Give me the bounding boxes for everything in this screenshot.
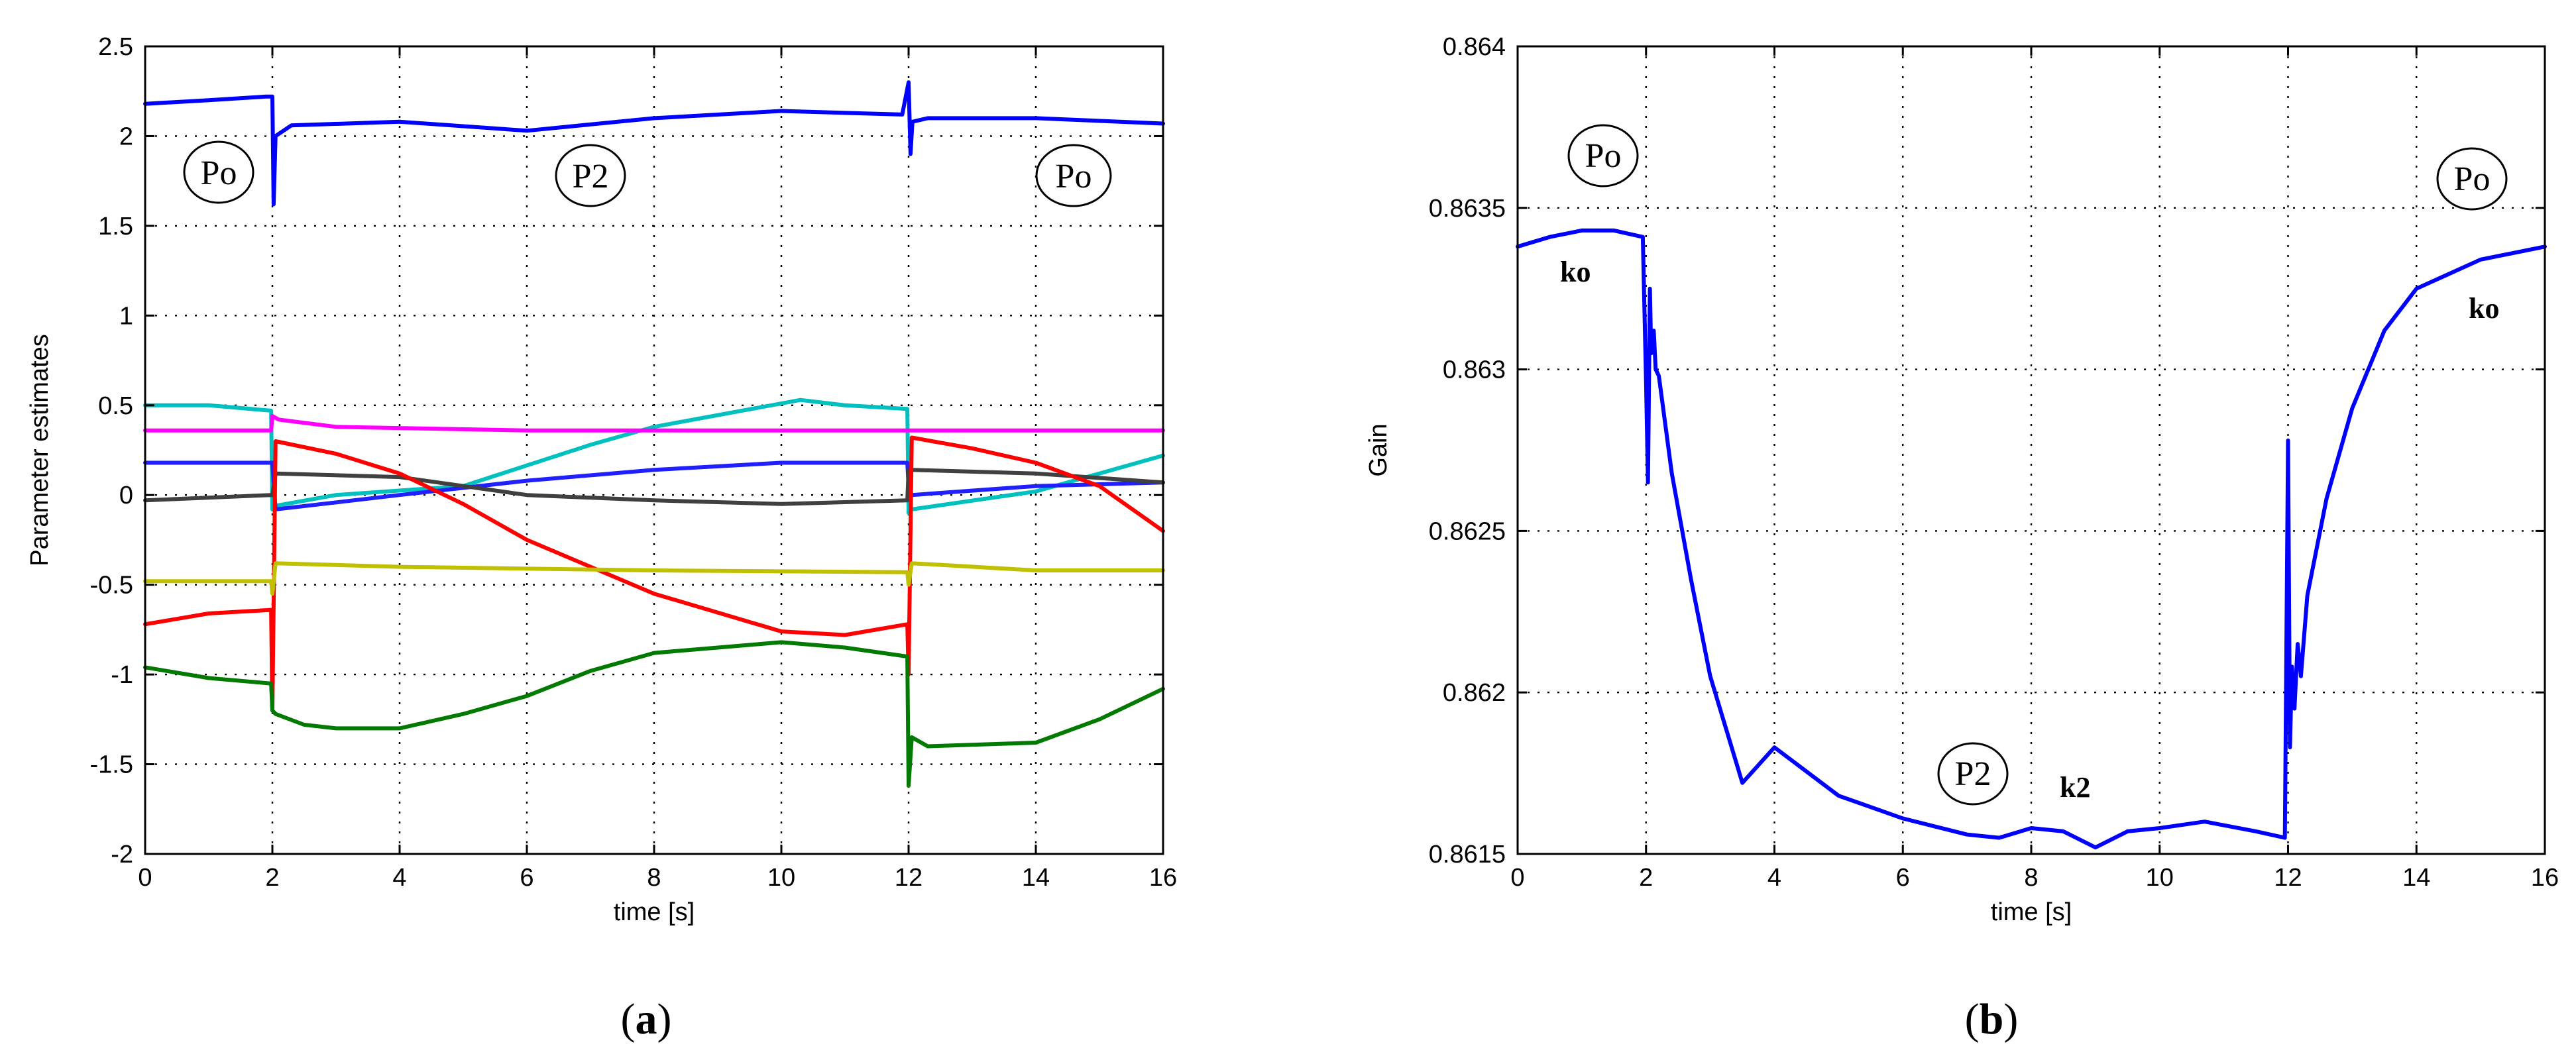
chart-b-annotations: Po ko P2 k2 Po ko	[1560, 124, 2508, 806]
x-tick-label: 8	[647, 864, 661, 892]
x-tick-label: 0	[138, 864, 152, 892]
y-tick-label: -1	[111, 661, 133, 689]
annotation-po-left: Po	[1585, 137, 1622, 175]
x-tick-label: 12	[895, 864, 923, 892]
annotation-po-left: Po	[201, 154, 237, 192]
x-tick-label: 6	[1896, 864, 1910, 892]
x-tick-label: 14	[1022, 864, 1050, 892]
x-tick-label: 4	[392, 864, 406, 892]
y-tick-label: 0.863	[1443, 356, 1506, 384]
x-tick-label: 12	[2274, 864, 2302, 892]
x-tick-label: 16	[1149, 864, 1177, 892]
annotation-k2: k2	[2060, 771, 2090, 804]
x-tick-label: 10	[767, 864, 795, 892]
y-tick-label: 2.5	[98, 33, 133, 61]
caption-letter: a	[636, 995, 657, 1043]
caption-paren-close: )	[657, 995, 672, 1043]
x-tick-label: 14	[2402, 864, 2430, 892]
caption-letter: b	[1980, 995, 2004, 1043]
y-tick-label: 1.5	[98, 213, 133, 240]
y-tick-label: 0.8615	[1429, 841, 1506, 869]
y-tick-label: 0.864	[1443, 33, 1506, 61]
x-tick-label: 8	[2024, 864, 2038, 892]
chart-a-caption: (a)	[621, 995, 672, 1043]
y-tick-label: 1	[119, 302, 133, 330]
y-tick-label: 0.8635	[1429, 195, 1506, 223]
chart-a: 0 2 4 6 8 10 12 14 16 -2 -1.5 -1 -0.5 0 0.5 1 1.5 2 2.5 t…	[26, 33, 1177, 1043]
caption-paren-close: )	[2003, 995, 2018, 1043]
chart-b-y-axis-label: Gain	[1365, 423, 1392, 476]
annotation-ellipse	[1035, 144, 1112, 207]
y-tick-label: -0.5	[90, 572, 133, 600]
y-tick-label: 2	[119, 123, 133, 150]
chart-a-grid	[145, 46, 1163, 854]
y-tick-label: 0.5	[98, 392, 133, 420]
chart-b-x-ticks: 0 2 4 6 8 10 12 14 16	[1510, 46, 2559, 892]
x-tick-label: 0	[1510, 864, 1524, 892]
series-line-3	[143, 414, 1165, 433]
y-tick-label: -1.5	[90, 751, 133, 779]
chart-b-caption: (b)	[1965, 995, 2019, 1043]
chart-b-x-axis-label: time [s]	[1991, 898, 2072, 926]
chart-b: 0 2 4 6 8 10 12 14 16 0.86150.8620.86250.8630.86…	[1365, 33, 2559, 1043]
chart-b-grid	[1518, 46, 2545, 854]
x-tick-label: 6	[520, 864, 533, 892]
chart-a-y-axis-label: Parameter estimates	[26, 334, 54, 566]
series-line-8	[143, 640, 1165, 788]
chart-a-x-axis-label: time [s]	[614, 898, 695, 926]
x-tick-label: 2	[1639, 864, 1653, 892]
x-tick-label: 4	[1767, 864, 1781, 892]
annotation-po-right: Po	[1056, 158, 1092, 195]
annotation-p2: P2	[1955, 755, 1991, 793]
chart-b-y-ticks: 0.8615 0.862 0.8625 0.863 0.8635 0.864	[1429, 33, 2545, 869]
y-tick-label: 0	[119, 482, 133, 509]
caption-paren-open: (	[621, 995, 636, 1043]
x-tick-label: 2	[265, 864, 279, 892]
series-line-1	[143, 80, 1165, 207]
chart-a-series	[143, 80, 1165, 788]
annotation-p2: P2	[573, 158, 609, 195]
annotation-ellipse	[1937, 742, 2009, 806]
x-tick-label: 16	[2531, 864, 2559, 892]
x-tick-label: 10	[2146, 864, 2174, 892]
caption-paren-open: (	[1965, 995, 1980, 1043]
y-tick-label: -2	[111, 841, 133, 869]
chart-b-series	[1516, 228, 2547, 850]
annotation-ko-right: ko	[2469, 292, 2499, 325]
annotation-ellipse	[183, 140, 254, 204]
annotation-ko-left: ko	[1560, 256, 1591, 288]
chart-a-annotations: Po P2 Po	[183, 140, 1112, 207]
y-tick-label: 0.862	[1443, 679, 1506, 707]
y-tick-label: 0.8625	[1429, 517, 1506, 545]
annotation-ellipse	[1567, 124, 1639, 187]
annotation-po-right: Po	[2454, 160, 2491, 198]
chart-a-y-ticks: -2 -1.5 -1 -0.5 0 0.5 1 1.5 2 2.5	[90, 33, 1163, 869]
series-line-1	[1516, 228, 2547, 850]
series-line-7	[143, 561, 1165, 596]
chart-a-x-ticks: 0 2 4 6 8 10 12 14 16	[138, 46, 1177, 892]
annotation-ellipse	[555, 144, 626, 207]
annotation-ellipse	[2436, 147, 2508, 211]
